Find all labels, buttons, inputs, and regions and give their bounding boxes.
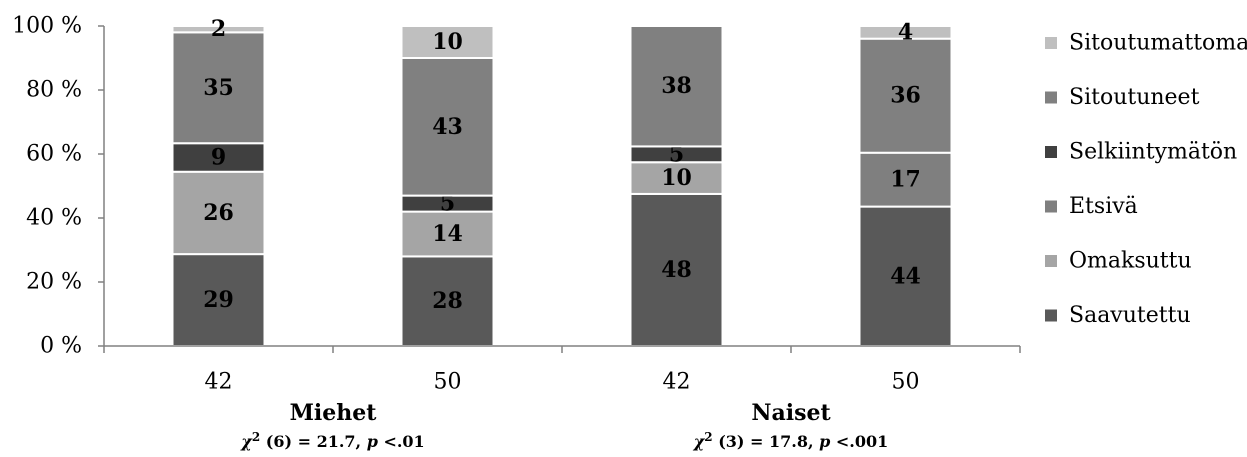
y-tick-label: 100 %: [12, 14, 82, 39]
legend-label: Saavutettu: [1069, 303, 1191, 328]
legend-swatch: [1045, 200, 1057, 213]
y-tick-label: 0 %: [40, 334, 82, 359]
x-tick-label: 42: [205, 370, 233, 395]
legend-label: Sitoutuneet: [1069, 85, 1200, 110]
legend-swatch: [1045, 91, 1057, 104]
x-tick-label: 50: [892, 370, 920, 395]
bar-value-label: 4: [898, 19, 913, 45]
group-labels: Miehet χ2 (6) = 21.7, p <.01 Naiset χ2 (3) …: [240, 400, 888, 451]
y-tick-label: 60 %: [26, 142, 82, 167]
bar-segment: [171, 170, 266, 256]
bar-value-label: 35: [203, 75, 234, 101]
bar-value-label: 38: [661, 73, 692, 99]
bar-segment: [171, 25, 266, 34]
x-tick-label: 50: [434, 370, 462, 395]
y-axis: 0 % 20 % 40 % 60 % 80 % 100 %: [12, 14, 105, 359]
y-tick-label: 20 %: [26, 270, 82, 295]
bar-value-label: 10: [432, 29, 463, 55]
group-label: Naiset: [751, 400, 831, 426]
bar-segment: [858, 151, 953, 208]
bar-segment: [400, 57, 495, 197]
x-axis: 42 50 42 50: [103, 345, 1021, 395]
bar-segment: [400, 210, 495, 258]
legend-label: Selkiintymätön: [1069, 140, 1237, 165]
bar-value-label: 5: [669, 141, 684, 167]
bar-segment: [629, 25, 724, 148]
legend-swatch: [1045, 255, 1057, 267]
bar-value-label: 36: [890, 83, 921, 109]
legend-swatch: [1045, 309, 1057, 322]
bar-segment: [171, 31, 266, 145]
bar-value-label: 17: [890, 167, 921, 193]
legend-label: Etsivä: [1069, 194, 1138, 219]
bar-value-label: 28: [432, 288, 463, 314]
bar-segment: [171, 142, 266, 173]
bar-value-label: 14: [432, 221, 463, 247]
y-tick-label: 80 %: [26, 78, 82, 103]
group-stat: χ2 (6) = 21.7, p <.01: [240, 430, 424, 451]
bar-segment: [400, 25, 495, 59]
bar-value-label: 44: [890, 263, 921, 289]
legend-swatch: [1045, 146, 1057, 158]
bar-segment: [858, 37, 953, 154]
bar-value-label: 48: [661, 257, 692, 283]
bar-value-label: 2: [211, 16, 226, 42]
bar-segment: [858, 25, 953, 40]
group-label: Miehet: [290, 400, 378, 426]
y-tick-label: 40 %: [26, 206, 82, 231]
x-tick-label: 42: [663, 370, 691, 395]
bar-segment: [858, 205, 953, 347]
bar-value-label: 9: [211, 144, 226, 170]
bar-value-label: 43: [432, 114, 463, 140]
legend-label: Omaksuttu: [1069, 249, 1192, 274]
bar-value-label: 29: [203, 287, 234, 313]
bar-value-label: 5: [440, 191, 455, 217]
bar-value-label: 26: [203, 200, 234, 226]
bar-value-label: 10: [661, 165, 692, 191]
legend: Sitoutumattomat Sitoutuneet Selkiintymätön…: [1045, 31, 1247, 328]
legend-label: Sitoutumattomat: [1069, 31, 1247, 56]
legend-swatch: [1045, 37, 1057, 49]
group-stat: χ2 (3) = 17.8, p <.001: [693, 430, 889, 451]
